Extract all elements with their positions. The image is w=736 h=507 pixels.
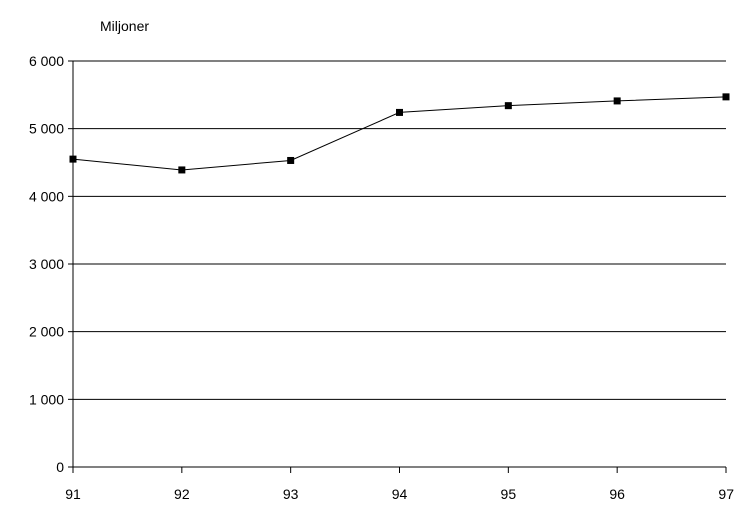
y-tick-label: 5 000 bbox=[29, 121, 64, 137]
data-point-marker bbox=[69, 155, 77, 163]
x-tick-label: 97 bbox=[718, 486, 734, 502]
series-line bbox=[72, 96, 727, 171]
series-layer bbox=[69, 93, 730, 174]
y-tick-label: 3 000 bbox=[29, 256, 64, 272]
data-point-marker bbox=[396, 108, 403, 116]
data-point-marker bbox=[722, 93, 730, 101]
data-point-marker bbox=[178, 166, 186, 174]
x-tick-label: 95 bbox=[501, 486, 517, 502]
y-tick-label: 6 000 bbox=[29, 53, 64, 69]
y-tick-label: 2 000 bbox=[29, 324, 64, 340]
x-tick-label: 94 bbox=[392, 486, 408, 502]
y-tick-label: 1 000 bbox=[29, 391, 64, 407]
data-point-marker bbox=[613, 97, 621, 105]
x-tick-label: 91 bbox=[65, 486, 81, 502]
x-tick-label: 96 bbox=[609, 486, 625, 502]
y-axis-unit-label: Miljoner bbox=[100, 18, 149, 34]
y-tick-label: 0 bbox=[56, 459, 64, 475]
tick-labels: 0 1 000 2 000 3 000 4 000 5 000 6 000 91 92 93 94 9… bbox=[29, 53, 734, 502]
data-point-marker bbox=[287, 156, 295, 164]
x-tick-label: 92 bbox=[174, 486, 190, 502]
data-point-marker bbox=[504, 102, 512, 110]
x-tick-label: 93 bbox=[283, 486, 299, 502]
y-tick-label: 4 000 bbox=[29, 188, 64, 204]
axes bbox=[68, 60, 727, 473]
gridlines bbox=[73, 60, 726, 400]
